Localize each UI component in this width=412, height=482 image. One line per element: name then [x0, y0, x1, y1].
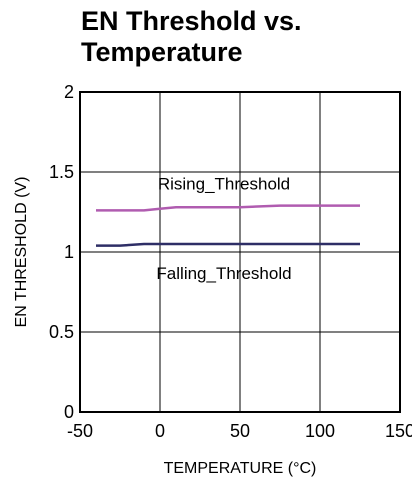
x-tick-labels: -50 0 50 100 150 [67, 421, 412, 441]
grid [79, 91, 401, 413]
annotations: Rising_Threshold Falling_Threshold [156, 175, 291, 284]
y-tick-label: 0.5 [49, 322, 74, 342]
x-tick-label: 150 [385, 421, 412, 441]
x-tick-label: 0 [155, 421, 165, 441]
y-tick-label: 0 [64, 402, 74, 422]
y-tick-labels: 0 0.5 1 1.5 2 [49, 82, 74, 422]
series-line [96, 242, 360, 247]
series-layer [96, 204, 360, 247]
series-annotation: Falling_Threshold [156, 264, 291, 283]
x-axis-label: TEMPERATURE (°C) [164, 460, 317, 477]
y-tick-label: 1 [64, 242, 74, 262]
y-axis-label: EN THRESHOLD (V) [13, 177, 30, 328]
x-tick-label: -50 [67, 421, 93, 441]
series-annotation: Rising_Threshold [158, 175, 290, 194]
y-tick-label: 2 [64, 82, 74, 102]
x-tick-label: 50 [230, 421, 250, 441]
chart-title: EN Threshold vs. Temperature [81, 6, 302, 67]
series-line [96, 204, 360, 212]
plot-frame [79, 91, 401, 413]
x-tick-label: 100 [305, 421, 335, 441]
y-tick-label: 1.5 [49, 162, 74, 182]
